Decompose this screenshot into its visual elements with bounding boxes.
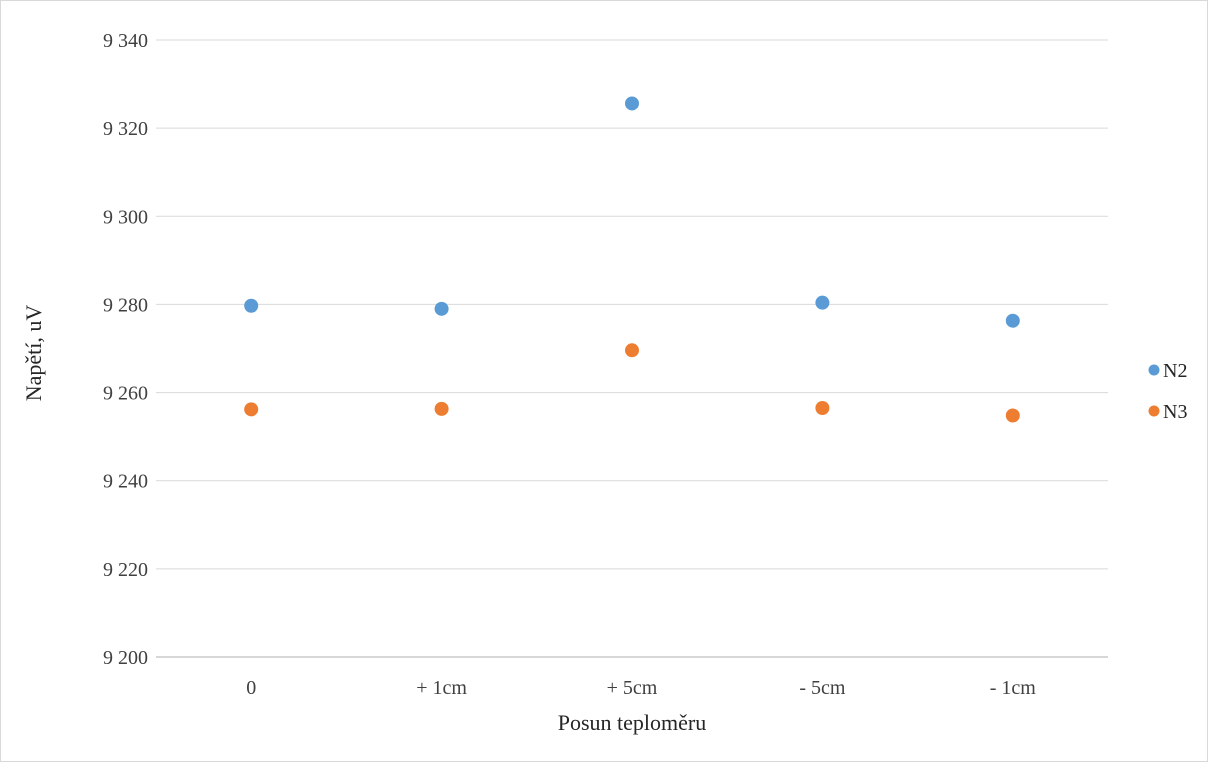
legend: N2 N3 bbox=[1148, 360, 1187, 423]
x-tick-label: + 5cm bbox=[607, 677, 658, 699]
x-tick-label: 0 bbox=[246, 677, 256, 699]
legend-marker-n3 bbox=[1148, 405, 1160, 417]
data-point-n2 bbox=[815, 295, 830, 310]
data-points bbox=[244, 96, 1020, 423]
y-axis-title: Napětí, uV bbox=[21, 305, 46, 402]
series-n2 bbox=[244, 96, 1020, 328]
data-point-n3 bbox=[434, 401, 449, 416]
x-tick-label: - 5cm bbox=[799, 677, 846, 699]
y-tick-label: 9 300 bbox=[103, 206, 148, 228]
data-point-n3 bbox=[244, 402, 259, 417]
legend-marker-n2 bbox=[1148, 364, 1160, 376]
y-axis-ticks: 9 200 9 220 9 240 9 260 9 280 9 300 9 320 9 340 bbox=[103, 30, 148, 669]
data-point-n3 bbox=[815, 400, 830, 415]
data-point-n2 bbox=[244, 298, 259, 313]
y-tick-label: 9 240 bbox=[103, 471, 148, 493]
x-tick-label: - 1cm bbox=[990, 677, 1037, 699]
x-axis-title: Posun teploměru bbox=[558, 710, 707, 735]
data-point-n2 bbox=[1005, 313, 1020, 328]
y-tick-label: 9 220 bbox=[103, 559, 148, 581]
legend-label-n3: N3 bbox=[1163, 401, 1187, 423]
y-tick-label: 9 280 bbox=[103, 294, 148, 316]
data-point-n2 bbox=[625, 96, 639, 111]
gridlines bbox=[156, 39, 1108, 570]
y-tick-label: 9 320 bbox=[103, 118, 148, 140]
data-point-n3 bbox=[1005, 408, 1020, 423]
series-n3 bbox=[244, 343, 1020, 423]
y-tick-label: 9 340 bbox=[103, 30, 148, 52]
data-point-n3 bbox=[625, 343, 639, 358]
x-axis-ticks: 0 + 1cm + 5cm - 5cm - 1cm bbox=[246, 677, 1036, 699]
data-point-n2 bbox=[434, 301, 449, 316]
y-tick-label: 9 200 bbox=[103, 647, 148, 669]
legend-label-n2: N2 bbox=[1163, 360, 1187, 382]
y-tick-label: 9 260 bbox=[103, 383, 148, 405]
x-tick-label: + 1cm bbox=[416, 677, 467, 699]
